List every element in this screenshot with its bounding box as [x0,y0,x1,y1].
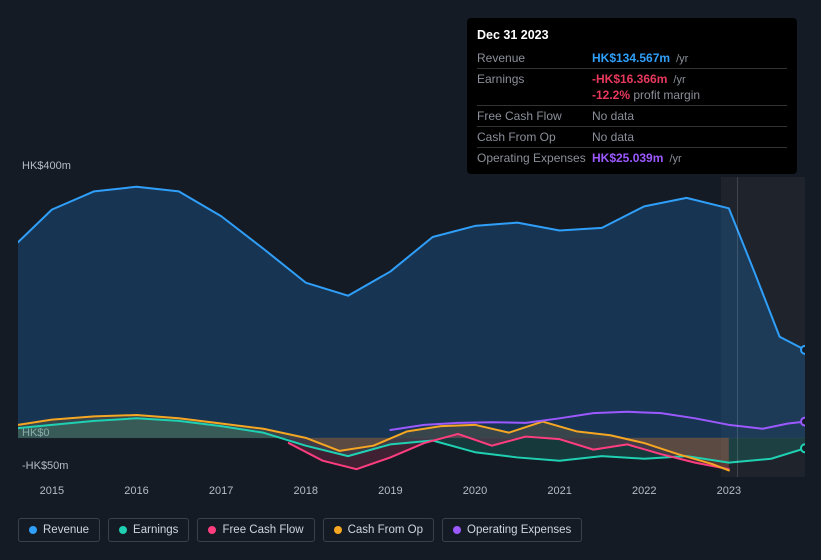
tooltip-row-label: Revenue [477,48,592,69]
legend-item[interactable]: Revenue [18,518,100,542]
tooltip-table: RevenueHK$134.567m /yrEarnings-HK$16.366… [477,48,787,168]
tooltip-row: RevenueHK$134.567m /yr [477,48,787,69]
legend-label: Operating Expenses [467,524,571,536]
tooltip-row-value: HK$25.039m /yr [592,148,787,169]
tooltip-row: Free Cash FlowNo data [477,106,787,127]
x-axis-label: 2022 [632,485,656,497]
tooltip-row-label: Free Cash Flow [477,106,592,127]
x-axis-label: 2018 [293,485,317,497]
tooltip-row-label: Operating Expenses [477,148,592,169]
tooltip-row: Operating ExpensesHK$25.039m /yr [477,148,787,169]
tooltip-row-label: Earnings [477,69,592,106]
legend-dot-icon [119,526,127,534]
legend-item[interactable]: Earnings [108,518,189,542]
legend-dot-icon [453,526,461,534]
legend-label: Cash From Op [348,524,423,536]
tooltip-row-value: -HK$16.366m /yr-12.2% profit margin [592,69,787,106]
x-axis-label: 2015 [40,485,64,497]
y-axis-label: HK$400m [22,160,71,172]
x-axis-label: 2017 [209,485,233,497]
tooltip-date: Dec 31 2023 [477,24,787,48]
legend-item[interactable]: Operating Expenses [442,518,582,542]
legend-label: Free Cash Flow [222,524,303,536]
legend-dot-icon [29,526,37,534]
legend-label: Earnings [133,524,178,536]
x-axis-label: 2016 [124,485,148,497]
tooltip-row-label: Cash From Op [477,127,592,148]
tooltip-row-value: HK$134.567m /yr [592,48,787,69]
data-tooltip: Dec 31 2023 RevenueHK$134.567m /yrEarnin… [467,18,797,174]
legend-label: Revenue [43,524,89,536]
tooltip-row-value: No data [592,127,787,148]
legend-dot-icon [208,526,216,534]
legend-item[interactable]: Free Cash Flow [197,518,314,542]
hover-guideline [737,177,738,477]
chart-legend: Revenue Earnings Free Cash Flow Cash From O… [18,518,582,542]
x-axis-label: 2019 [378,485,402,497]
x-axis-label: 2023 [717,485,741,497]
tooltip-row-value: No data [592,106,787,127]
tooltip-row: Cash From OpNo data [477,127,787,148]
x-axis-label: 2021 [547,485,571,497]
financials-chart[interactable] [18,177,805,477]
legend-item[interactable]: Cash From Op [323,518,434,542]
x-axis-label: 2020 [463,485,487,497]
legend-dot-icon [334,526,342,534]
tooltip-row: Earnings-HK$16.366m /yr-12.2% profit mar… [477,69,787,106]
